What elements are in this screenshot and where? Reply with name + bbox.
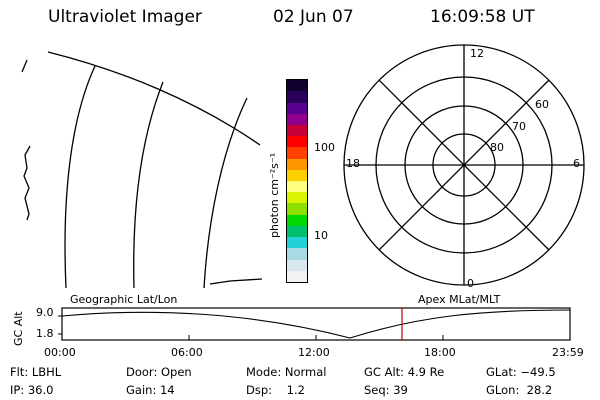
mlt-label-18: 18 bbox=[346, 157, 360, 170]
footer-seq: Seq: 39 bbox=[364, 383, 408, 397]
colorbar-tick-100: 100 bbox=[314, 141, 335, 154]
color-bar bbox=[286, 79, 308, 283]
map-edge-bottom bbox=[209, 278, 263, 285]
colorbar-swatch bbox=[287, 248, 307, 260]
footer-mode: Mode: Normal bbox=[246, 365, 327, 379]
lat-label-80: 80 bbox=[490, 141, 504, 154]
colorbar-swatch bbox=[287, 136, 307, 148]
map-lon-line-3 bbox=[203, 97, 248, 289]
footer-gc-alt: GC Alt: 4.9 Re bbox=[364, 365, 445, 379]
map-edge-left-2 bbox=[23, 145, 31, 221]
map-lon-line-1 bbox=[64, 65, 96, 289]
colorbar-swatch bbox=[287, 80, 307, 92]
observation-time: 16:09:58 UT bbox=[430, 7, 535, 27]
footer-ip: IP: 36.0 bbox=[10, 383, 54, 397]
altitude-curve bbox=[61, 309, 571, 339]
timeline-xtick-2359: 23:59 bbox=[552, 346, 584, 359]
timeline-ytick-low: 1.8 bbox=[36, 327, 54, 340]
footer-gain: Gain: 14 bbox=[126, 383, 175, 397]
colorbar-swatch bbox=[287, 259, 307, 271]
colorbar-swatch bbox=[287, 225, 307, 238]
map-edge-left-1 bbox=[21, 59, 28, 73]
timeline-left-title: Geographic Lat/Lon bbox=[70, 293, 178, 306]
timeline-xtick-1200: 12:00 bbox=[298, 346, 330, 359]
timeline-xtick-0600: 06:00 bbox=[171, 346, 203, 359]
instrument-title: Ultraviolet Imager bbox=[48, 7, 202, 27]
observation-date: 02 Jun 07 bbox=[273, 7, 354, 27]
timeline-right-title: Apex MLat/MLT bbox=[418, 293, 501, 306]
footer-door: Door: Open bbox=[126, 365, 192, 379]
polar-diagonal-2 bbox=[378, 79, 550, 251]
footer-glon: GLon: 28.2 bbox=[486, 383, 553, 397]
mlt-label-12: 12 bbox=[470, 47, 484, 60]
timeline-xtick-0000: 00:00 bbox=[44, 346, 76, 359]
lat-label-60: 60 bbox=[535, 98, 549, 111]
colorbar-swatch bbox=[287, 214, 307, 226]
colorbar-swatch bbox=[287, 270, 307, 282]
map-lat-line bbox=[47, 51, 261, 146]
colorbar-swatch bbox=[287, 169, 307, 182]
map-lon-line-2 bbox=[133, 81, 164, 289]
colorbar-swatch bbox=[287, 91, 307, 103]
timeline-xtick-1800: 18:00 bbox=[424, 346, 456, 359]
colorbar-swatch bbox=[287, 124, 307, 137]
footer-glat: GLat: −49.5 bbox=[486, 365, 556, 379]
colorbar-swatch bbox=[287, 237, 307, 249]
footer-dsp: Dsp: 1.2 bbox=[246, 383, 305, 397]
colorbar-swatch bbox=[287, 192, 307, 204]
colorbar-swatch bbox=[287, 181, 307, 193]
colorbar-tick-10: 10 bbox=[314, 229, 328, 242]
colorbar-swatch bbox=[287, 113, 307, 125]
colorbar-swatch bbox=[287, 203, 307, 215]
mlt-label-0: 0 bbox=[467, 277, 474, 290]
lat-label-70: 70 bbox=[512, 120, 526, 133]
footer-filter: Flt: LBHL bbox=[10, 365, 62, 379]
colorbar-swatch bbox=[287, 147, 307, 159]
colorbar-swatch bbox=[287, 102, 307, 114]
mlt-label-6: 6 bbox=[573, 157, 580, 170]
timeline-ytick-high: 9.0 bbox=[36, 306, 54, 319]
colorbar-swatch bbox=[287, 158, 307, 170]
